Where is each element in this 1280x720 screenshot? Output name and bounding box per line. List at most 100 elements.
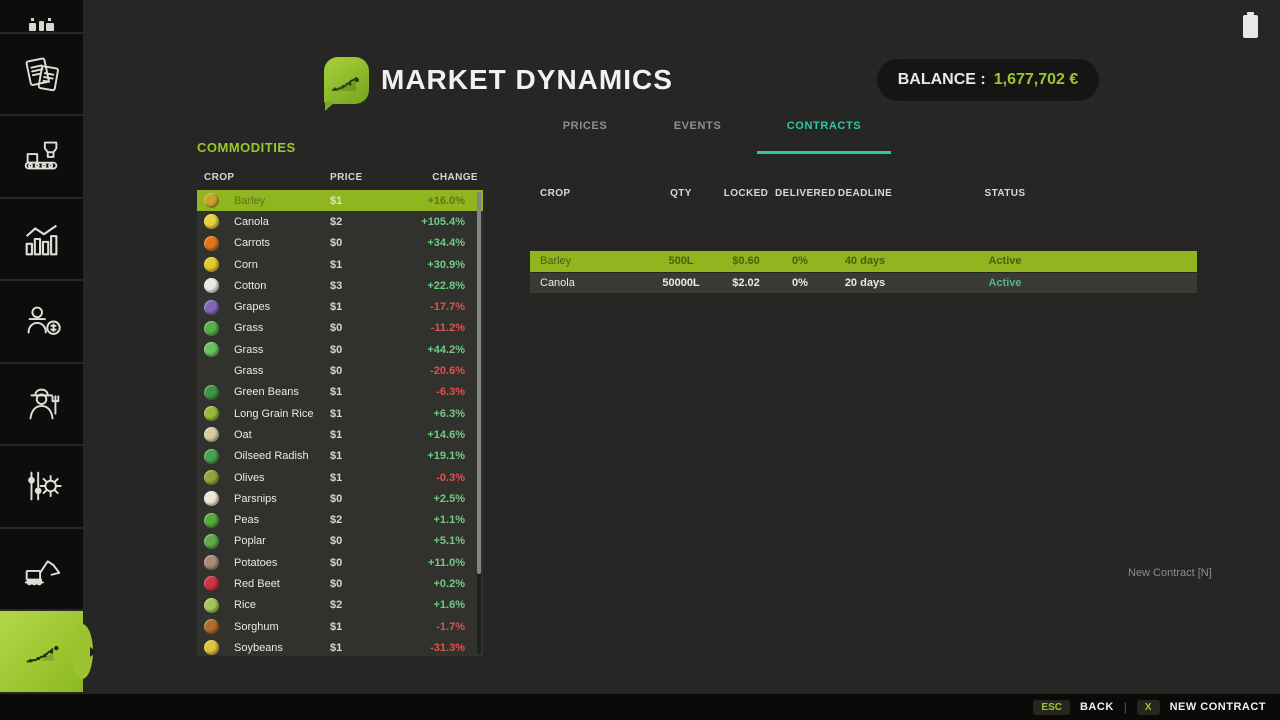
rice-icon (204, 597, 219, 613)
commodity-name: Carrots (234, 237, 271, 250)
commodity-price: $0 (330, 577, 343, 590)
commodity-row-potatoes[interactable]: Potatoes $0 +11.0% (197, 552, 483, 573)
oilseed-radish-icon (204, 448, 219, 464)
commodity-change: +105.4% (421, 215, 465, 228)
sidebar-item-top-partial[interactable] (0, 0, 83, 34)
commodity-price: $0 (330, 237, 343, 250)
parsnips-icon (204, 491, 219, 507)
commodity-row-canola[interactable]: Canola $2 +105.4% (197, 211, 483, 232)
back-button[interactable]: BACK (1079, 701, 1114, 713)
esc-key-badge[interactable]: ESC (1033, 699, 1070, 715)
commodity-name: Olives (234, 471, 265, 484)
commodity-row-oilseed-radish[interactable]: Oilseed Radish $1 +19.1% (197, 446, 483, 467)
commodity-price: $0 (330, 322, 343, 335)
grass-icon (204, 342, 219, 358)
commodity-name: Parsnips (234, 492, 277, 505)
sidebar-item-statistics[interactable] (0, 199, 83, 281)
peas-icon (204, 512, 219, 528)
commodity-name: Grass (234, 322, 264, 335)
commodities-section-title: COMMODITIES (197, 140, 296, 155)
statistics-icon (19, 216, 65, 262)
sidebar-item-market-dynamics[interactable] (0, 611, 96, 694)
sidebar-item-production[interactable] (0, 116, 83, 199)
commodity-price: $1 (330, 407, 343, 420)
commodity-row-rice[interactable]: Rice $2 +1.6% (197, 595, 483, 616)
x-key-badge[interactable]: X (1136, 699, 1160, 715)
contract-deadline: 20 days (844, 276, 886, 289)
tab-prices[interactable]: PRICES (540, 120, 630, 132)
commodity-row-cotton[interactable]: Cotton $3 +22.8% (197, 275, 483, 296)
footer-bar: ESC BACK | X NEW CONTRACT (0, 694, 1280, 720)
sidebar-item-farmer[interactable] (0, 364, 83, 446)
commodity-row-soybeans[interactable]: Soybeans $1 -31.3% (197, 637, 483, 656)
commodity-change: +14.6% (427, 428, 465, 441)
commodities-panel: COMMODITIES CROP PRICE CHANGE Barley $1 +1… (197, 140, 483, 656)
commodity-row-long-grain-rice[interactable]: Long Grain Rice $1 +6.3% (197, 403, 483, 424)
sidebar-item-sales[interactable] (0, 281, 83, 364)
commodity-row-olives[interactable]: Olives $1 -0.3% (197, 467, 483, 488)
new-contract-button[interactable]: NEW CONTRACT (1169, 701, 1266, 713)
scrollbar-thumb[interactable] (477, 192, 481, 574)
contract-locked: $0.60 (732, 255, 760, 268)
contracts-column-headers: CROP QTY LOCKED DELIVERED DEADLINE STATU… (530, 188, 1197, 199)
commodity-name: Peas (234, 514, 260, 527)
commodity-row-carrots[interactable]: Carrots $0 +34.4% (197, 233, 483, 254)
contract-qty: 50000L (662, 276, 700, 289)
commodity-price: $0 (330, 556, 343, 569)
commodity-name: Cotton (234, 279, 267, 292)
commodity-name: Grass (234, 343, 264, 356)
tab-events[interactable]: EVENTS (650, 120, 745, 132)
sidebar-item-construction[interactable] (0, 529, 83, 611)
commodity-row-grass[interactable]: Grass $0 -20.6% (197, 360, 483, 381)
tab-label: PRICES (562, 120, 608, 132)
farmer-icon (19, 381, 65, 427)
commodity-price: $1 (330, 620, 343, 633)
column-header-locked: LOCKED (723, 188, 769, 199)
corn-icon (204, 257, 219, 273)
commodity-row-grapes[interactable]: Grapes $1 -17.7% (197, 296, 483, 317)
commodities-list: Barley $1 +16.0% Canola $2 +105.4% Carrots $0 +3… (197, 190, 483, 656)
commodity-row-parsnips[interactable]: Parsnips $0 +2.5% (197, 488, 483, 509)
column-header-delivered: DELIVERED (775, 188, 836, 199)
sorghum-icon (204, 619, 219, 635)
commodity-row-peas[interactable]: Peas $2 +1.1% (197, 509, 483, 530)
commodity-row-sorghum[interactable]: Sorghum $1 -1.7% (197, 616, 483, 637)
column-header-crop: CROP (204, 172, 235, 183)
commodity-name: Poplar (234, 535, 266, 548)
commodity-price: $1 (330, 301, 343, 314)
commodity-row-green-beans[interactable]: Green Beans $1 -6.3% (197, 382, 483, 403)
contract-status: Active (988, 276, 1022, 289)
commodity-change: +19.1% (427, 450, 465, 463)
commodity-change: -1.7% (436, 620, 465, 633)
commodity-row-red-beet[interactable]: Red Beet $0 +0.2% (197, 573, 483, 594)
scrollbar-track[interactable] (477, 192, 481, 654)
commodity-change: +22.8% (427, 279, 465, 292)
column-header-qty: QTY (670, 188, 692, 199)
production-icon (19, 133, 65, 179)
commodity-name: Corn (234, 258, 258, 271)
battery-icon (1243, 12, 1258, 38)
commodity-row-grass[interactable]: Grass $0 -11.2% (197, 318, 483, 339)
page-title: MARKET DYNAMICS (381, 64, 673, 95)
commodity-row-corn[interactable]: Corn $1 +30.9% (197, 254, 483, 275)
commodity-row-grass[interactable]: Grass $0 +44.2% (197, 339, 483, 360)
commodity-price: $2 (330, 599, 343, 612)
commodity-name: Barley (234, 194, 266, 207)
sales-icon (19, 298, 65, 344)
tab-label: CONTRACTS (786, 120, 862, 132)
contract-row-barley[interactable]: Barley 500L $0.60 0% 40 days Active (530, 251, 1197, 272)
contract-locked: $2.02 (732, 276, 760, 289)
commodity-change: +1.6% (433, 599, 466, 612)
commodity-row-oat[interactable]: Oat $1 +14.6% (197, 424, 483, 445)
sidebar-item-documents[interactable] (0, 34, 83, 116)
tab-contracts[interactable]: CONTRACTS (757, 120, 891, 154)
commodity-price: $0 (330, 343, 343, 356)
market-chart-icon (19, 628, 65, 674)
contract-row-canola[interactable]: Canola 50000L $2.02 0% 20 days Active (530, 272, 1197, 293)
sidebar-item-settings[interactable] (0, 446, 83, 529)
commodity-row-poplar[interactable]: Poplar $0 +5.1% (197, 531, 483, 552)
commodity-row-barley[interactable]: Barley $1 +16.0% (197, 190, 483, 212)
chevron-right-icon (90, 647, 96, 657)
commodity-price: $1 (330, 641, 343, 654)
long-grain-rice-icon (204, 406, 219, 422)
